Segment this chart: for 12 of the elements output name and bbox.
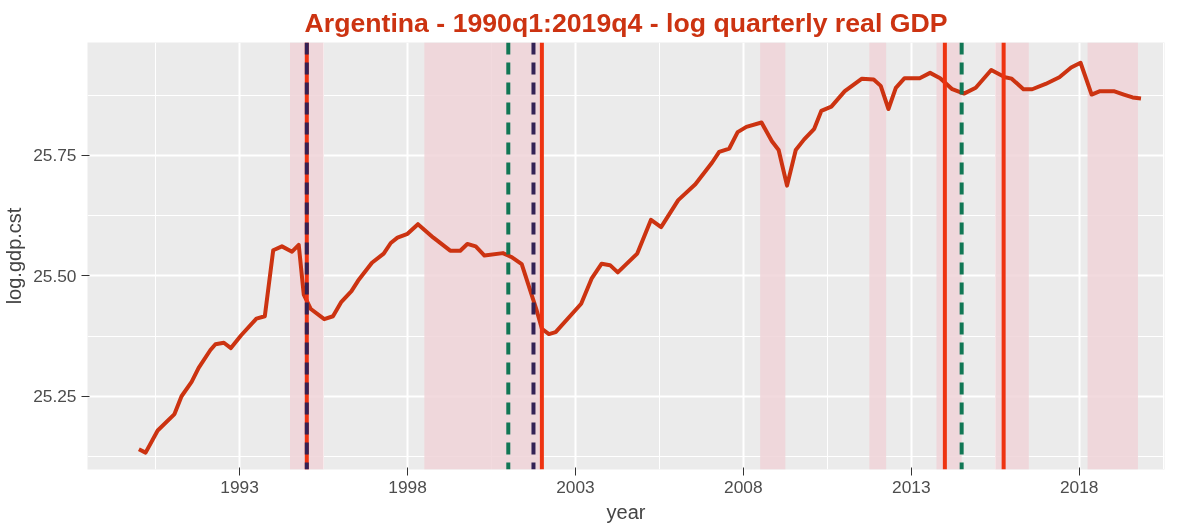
x-axis-title: year [606,500,646,523]
y-tick-label: 25.75 [33,145,77,166]
chart-title: Argentina - 1990q1:2019q4 - log quarterly real GDP [304,7,948,38]
y-axis-title: log.gdp.cst [3,207,26,305]
x-tick-label: 2018 [1059,476,1099,497]
x-tick-label: 2003 [556,476,595,497]
x-tick-label: 1993 [220,476,259,497]
y-tick-label: 25.50 [33,265,77,286]
x-tick-label: 2013 [892,476,931,497]
x-tick-label: 1998 [388,476,427,497]
x-tick-label: 2008 [724,476,763,497]
y-tick-label: 25.25 [33,386,77,407]
